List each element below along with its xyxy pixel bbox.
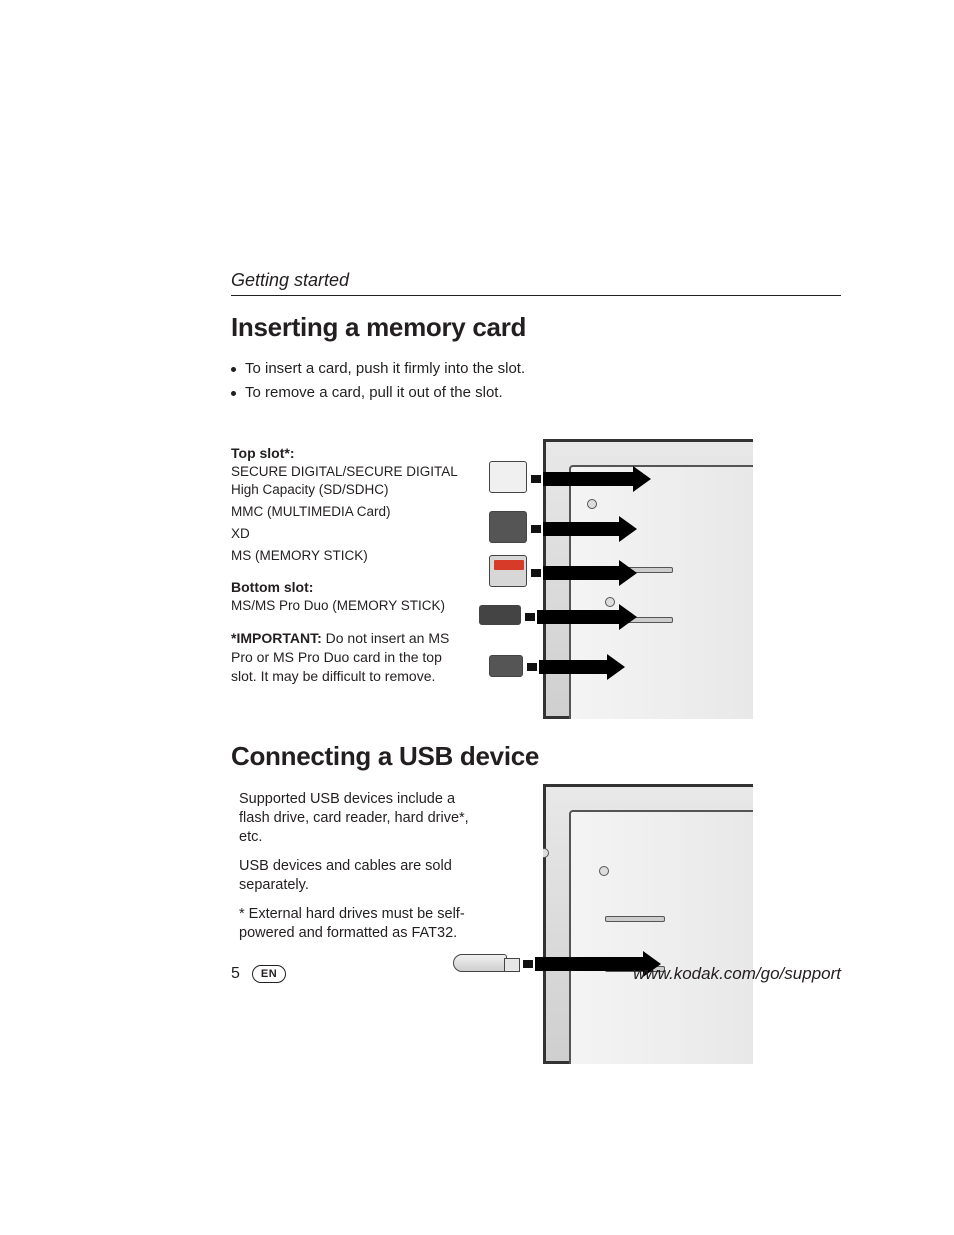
usb-text: Supported USB devices include a flash dr…	[231, 790, 471, 1035]
arrow-icon	[543, 566, 621, 580]
section-header: Getting started	[231, 270, 841, 291]
bullet-remove: To remove a card, pull it out of the slo…	[231, 381, 841, 405]
language-badge: EN	[252, 965, 286, 983]
arrow-icon	[539, 660, 609, 674]
usb-diagram	[483, 790, 733, 1035]
device-frame-usb	[543, 784, 753, 1064]
page: Getting started Inserting a memory card …	[0, 0, 954, 1235]
important-label: *IMPORTANT:	[231, 630, 322, 646]
msduo-card-icon	[489, 655, 523, 677]
arrow-icon	[537, 610, 621, 624]
top-slot-heading: Top slot*:	[231, 445, 471, 461]
usb-diagram-col	[483, 790, 841, 1035]
memory-card-row: Top slot*: SECURE DIGITAL/SECURE DIGITAL…	[231, 445, 841, 715]
heading-connecting-usb: Connecting a USB device	[231, 741, 841, 772]
heading-inserting-memory-card: Inserting a memory card	[231, 312, 841, 343]
header-rule	[231, 295, 841, 296]
insert-remove-bullets: To insert a card, push it firmly into th…	[231, 357, 841, 405]
bullet-insert: To insert a card, push it firmly into th…	[231, 357, 841, 381]
usb-para-3: * External hard drives must be self-powe…	[239, 905, 469, 943]
top-slot-line-1: SECURE DIGITAL/SECURE DIGITAL High Capac…	[231, 463, 471, 499]
usb-para-1: Supported USB devices include a flash dr…	[239, 790, 469, 847]
ms-card-icon	[479, 605, 521, 625]
memory-card-text: Top slot*: SECURE DIGITAL/SECURE DIGITAL…	[231, 445, 471, 715]
mmc-card-icon	[489, 511, 527, 543]
usb-row: Supported USB devices include a flash dr…	[231, 790, 841, 1035]
sd-card-icon	[489, 555, 527, 587]
usb-para-2: USB devices and cables are sold separate…	[239, 857, 469, 895]
top-slot-line-3: XD	[231, 525, 471, 543]
bottom-slot-heading: Bottom slot:	[231, 579, 471, 595]
top-slot-line-2: MMC (MULTIMEDIA Card)	[231, 503, 471, 521]
important-note: *IMPORTANT: Do not insert an MS Pro or M…	[231, 629, 471, 686]
top-slot-line-4: MS (MEMORY STICK)	[231, 547, 471, 565]
page-footer: 5 EN www.kodak.com/go/support	[231, 964, 841, 984]
arrow-icon	[543, 522, 621, 536]
page-number: 5	[231, 965, 240, 983]
memory-card-diagram	[483, 445, 733, 715]
bottom-slot-line-1: MS/MS Pro Duo (MEMORY STICK)	[231, 597, 471, 615]
arrow-icon	[543, 472, 635, 486]
support-url: www.kodak.com/go/support	[633, 964, 841, 984]
xd-card-icon	[489, 461, 527, 493]
memory-card-diagram-col	[483, 445, 841, 715]
